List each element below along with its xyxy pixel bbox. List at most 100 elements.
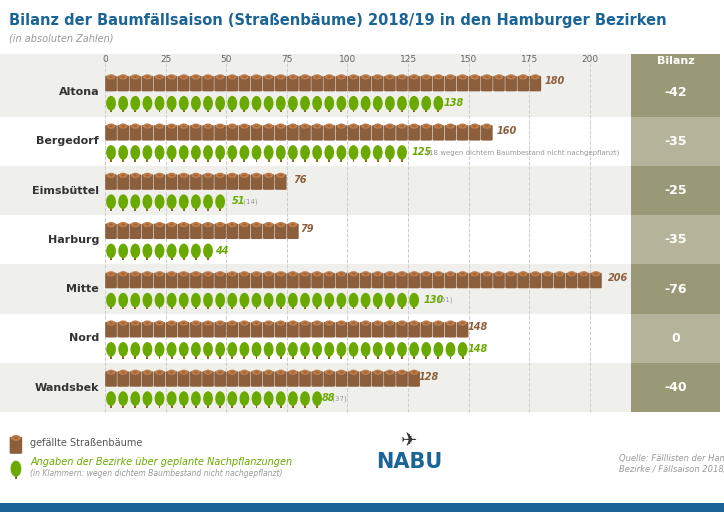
FancyBboxPatch shape <box>178 125 190 141</box>
FancyBboxPatch shape <box>360 273 371 288</box>
Ellipse shape <box>411 322 417 325</box>
Ellipse shape <box>288 74 298 79</box>
Ellipse shape <box>544 272 550 275</box>
FancyBboxPatch shape <box>190 125 202 141</box>
Ellipse shape <box>181 371 187 374</box>
FancyBboxPatch shape <box>421 322 432 337</box>
Ellipse shape <box>192 271 201 276</box>
Ellipse shape <box>353 125 355 127</box>
Ellipse shape <box>217 322 223 325</box>
Bar <box>631 363 720 412</box>
Bar <box>256 303 258 309</box>
FancyBboxPatch shape <box>190 224 202 239</box>
Ellipse shape <box>313 321 321 326</box>
FancyBboxPatch shape <box>202 322 214 337</box>
Ellipse shape <box>288 342 298 357</box>
FancyBboxPatch shape <box>105 273 117 288</box>
FancyBboxPatch shape <box>153 224 165 239</box>
Ellipse shape <box>228 173 237 178</box>
FancyBboxPatch shape <box>518 273 529 288</box>
Ellipse shape <box>397 123 406 129</box>
FancyBboxPatch shape <box>190 273 202 288</box>
FancyBboxPatch shape <box>263 125 274 141</box>
Ellipse shape <box>327 75 332 78</box>
Ellipse shape <box>312 96 322 111</box>
Ellipse shape <box>316 323 319 324</box>
Ellipse shape <box>361 96 371 111</box>
Ellipse shape <box>482 123 491 129</box>
Ellipse shape <box>264 222 273 227</box>
Ellipse shape <box>256 175 258 176</box>
Ellipse shape <box>373 293 383 307</box>
Ellipse shape <box>179 342 189 357</box>
Ellipse shape <box>240 222 249 227</box>
Ellipse shape <box>422 74 431 79</box>
FancyBboxPatch shape <box>142 371 153 387</box>
FancyBboxPatch shape <box>227 273 238 288</box>
Text: Mitte: Mitte <box>67 284 99 294</box>
FancyBboxPatch shape <box>239 224 251 239</box>
FancyBboxPatch shape <box>275 371 287 387</box>
Ellipse shape <box>181 223 187 226</box>
FancyBboxPatch shape <box>178 273 190 288</box>
Bar <box>365 156 366 162</box>
Ellipse shape <box>461 76 463 77</box>
Bar <box>231 156 233 162</box>
Ellipse shape <box>119 173 127 178</box>
Bar <box>340 156 342 162</box>
Ellipse shape <box>195 372 197 373</box>
Ellipse shape <box>264 342 274 357</box>
FancyBboxPatch shape <box>202 224 214 239</box>
Ellipse shape <box>268 273 270 274</box>
Ellipse shape <box>279 175 282 176</box>
Ellipse shape <box>413 125 415 127</box>
Ellipse shape <box>243 372 245 373</box>
Ellipse shape <box>363 322 369 325</box>
Ellipse shape <box>374 74 382 79</box>
Ellipse shape <box>143 74 152 79</box>
Text: -40: -40 <box>665 381 687 394</box>
FancyBboxPatch shape <box>360 125 371 141</box>
FancyBboxPatch shape <box>384 371 396 387</box>
Ellipse shape <box>569 272 574 275</box>
Bar <box>365 303 366 309</box>
FancyBboxPatch shape <box>445 322 456 337</box>
FancyBboxPatch shape <box>578 273 589 288</box>
Ellipse shape <box>203 293 213 307</box>
Ellipse shape <box>411 371 417 374</box>
Bar <box>437 106 439 112</box>
FancyBboxPatch shape <box>299 371 311 387</box>
Ellipse shape <box>266 124 272 127</box>
Text: -35: -35 <box>665 233 687 246</box>
Ellipse shape <box>290 124 295 127</box>
Ellipse shape <box>206 322 211 325</box>
FancyBboxPatch shape <box>335 371 348 387</box>
FancyBboxPatch shape <box>142 76 153 91</box>
Ellipse shape <box>203 391 213 406</box>
Ellipse shape <box>252 222 261 227</box>
Ellipse shape <box>328 125 330 127</box>
FancyBboxPatch shape <box>153 76 165 91</box>
Bar <box>413 353 415 358</box>
Ellipse shape <box>157 75 162 78</box>
Ellipse shape <box>167 195 177 209</box>
Ellipse shape <box>216 370 224 375</box>
Ellipse shape <box>171 372 173 373</box>
Ellipse shape <box>145 322 150 325</box>
FancyBboxPatch shape <box>117 273 129 288</box>
FancyBboxPatch shape <box>227 174 238 190</box>
Ellipse shape <box>581 272 586 275</box>
Ellipse shape <box>290 322 295 325</box>
Ellipse shape <box>327 322 332 325</box>
Ellipse shape <box>389 372 391 373</box>
FancyBboxPatch shape <box>251 371 262 387</box>
Ellipse shape <box>401 372 403 373</box>
Bar <box>183 303 185 309</box>
Bar <box>159 254 161 260</box>
Bar <box>171 402 172 408</box>
Ellipse shape <box>413 372 415 373</box>
Ellipse shape <box>131 321 140 326</box>
Ellipse shape <box>182 175 185 176</box>
Ellipse shape <box>106 96 116 111</box>
Ellipse shape <box>219 175 222 176</box>
